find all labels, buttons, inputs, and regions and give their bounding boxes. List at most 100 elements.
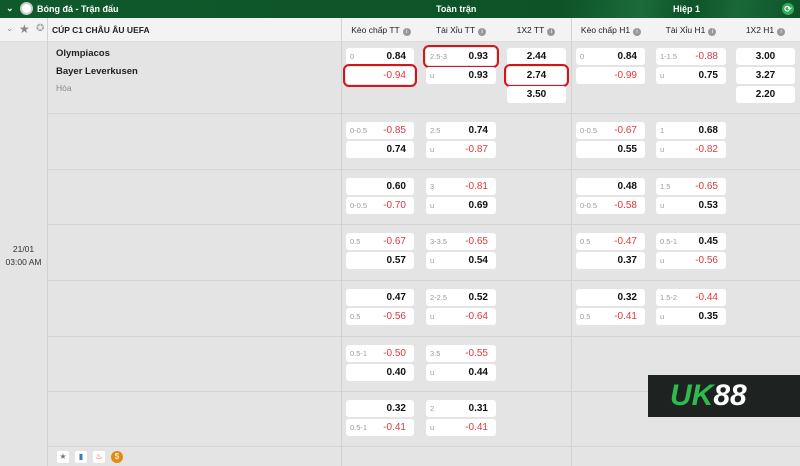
odds-cell-tx-h1[interactable]: 1 0.68 [656, 122, 726, 139]
coin-icon[interactable]: $ [111, 451, 123, 463]
collapse-chevron-icon[interactable]: ⌄ [6, 23, 14, 33]
odds-cell-tx-h1[interactable]: 1.5 -0.65 [656, 178, 726, 195]
col-header-handicap-h1[interactable]: Kèo chấp H1 i [571, 25, 651, 36]
odds-cell-kc-tt[interactable]: 0.32 [346, 400, 414, 417]
odds-value: 0.32 [617, 292, 637, 303]
football-icon [20, 2, 33, 15]
odds-cell-kc-h1[interactable]: 0-0.5 -0.67 [576, 122, 645, 139]
odds-value: -0.44 [695, 292, 718, 303]
col-header-1x2-ft[interactable]: 1X2 TT i [501, 25, 571, 36]
odds-cell-kc-tt[interactable]: 0.60 [346, 178, 414, 195]
odds-cell-tx-tt[interactable]: u 0.54 [426, 252, 496, 269]
odds-cell-tx-tt[interactable]: 3-3.5 -0.65 [426, 233, 496, 250]
odds-value: -0.82 [695, 144, 718, 155]
odds-cell-kc-tt[interactable]: 0.74 [346, 141, 414, 158]
odds-cell-kc-h1[interactable]: -0.99 [576, 67, 645, 84]
odds-cell-tx-tt[interactable]: 2.5 0.74 [426, 122, 496, 139]
col-header-overunder-h1[interactable]: Tài Xỉu H1 i [651, 25, 731, 36]
odds-cell-kc-tt[interactable]: 0.5 -0.67 [346, 233, 414, 250]
info-icon[interactable]: i [708, 28, 717, 36]
odds-cell-tx-tt[interactable]: 2.5-3 0.93 [423, 45, 499, 68]
odds-value: -0.87 [465, 144, 488, 155]
odds-cell-tx-tt[interactable]: 2-2.5 0.52 [426, 289, 496, 306]
handicap-line: u [430, 71, 435, 80]
handicap-line: u [660, 312, 665, 321]
handicap-line: u [430, 145, 435, 154]
odds-cell-tx-tt[interactable]: u 0.44 [426, 364, 496, 381]
info-icon[interactable]: i [777, 28, 786, 36]
odds-cell-kc-h1[interactable]: 0.32 [576, 289, 645, 306]
odds-cell-x12-h1[interactable]: 3.00 [736, 48, 795, 65]
odds-cell-tx-h1[interactable]: 1-1.5 -0.88 [656, 48, 726, 65]
odds-cell-tx-tt[interactable]: 2 0.31 [426, 400, 496, 417]
odds-cell-tx-h1[interactable]: u -0.82 [656, 141, 726, 158]
odds-cell-x12-tt[interactable]: 2.74 [504, 64, 569, 87]
fire-icon[interactable]: ♨ [93, 451, 105, 463]
match-odds-row [47, 225, 800, 281]
odds-cell-x12-tt[interactable]: 2.44 [507, 48, 566, 65]
draw-label: Hòa [56, 83, 72, 93]
col-label: Kèo chấp TT [351, 25, 400, 35]
odds-value: 0.74 [468, 125, 488, 136]
odds-value: 3.00 [755, 51, 776, 62]
handicap-line: 0 [580, 52, 585, 61]
odds-cell-tx-h1[interactable]: 0.5-1 0.45 [656, 233, 726, 250]
odds-cell-tx-tt[interactable]: 3.5 -0.55 [426, 345, 496, 362]
odds-cell-kc-tt[interactable]: 0.47 [346, 289, 414, 306]
odds-cell-kc-tt[interactable]: 0-0.5 -0.85 [346, 122, 414, 139]
odds-cell-tx-h1[interactable]: u 0.35 [656, 308, 726, 325]
odds-cell-tx-h1[interactable]: 1.5-2 -0.44 [656, 289, 726, 306]
refresh-icon[interactable]: ⟳ [782, 3, 794, 15]
odds-value: 0.60 [386, 181, 406, 192]
odds-cell-tx-tt[interactable]: u -0.87 [426, 141, 496, 158]
odds-value: 0.47 [386, 292, 406, 303]
odds-cell-kc-h1[interactable]: 0.5 -0.47 [576, 233, 645, 250]
col-label: Kèo chấp H1 [580, 25, 631, 35]
database-icon[interactable]: ▮ [75, 451, 87, 463]
handicap-line: 2.5 [430, 126, 441, 135]
odds-value: 2.44 [526, 51, 547, 62]
match-time: 03:00 AM [5, 257, 42, 267]
odds-cell-kc-tt[interactable]: 0.5-1 -0.41 [346, 419, 414, 436]
odds-cell-kc-h1[interactable]: 0 0.84 [576, 48, 645, 65]
odds-cell-kc-h1[interactable]: 0-0.5 -0.58 [576, 197, 645, 214]
handicap-line: u [660, 145, 665, 154]
info-icon[interactable]: i [547, 28, 556, 36]
info-icon[interactable]: i [478, 28, 487, 36]
favorite-star-icon[interactable]: ★ [19, 22, 30, 36]
odds-cell-tx-tt[interactable]: u 0.93 [426, 67, 496, 84]
odds-cell-tx-h1[interactable]: u -0.56 [656, 252, 726, 269]
col-header-1x2-h1[interactable]: 1X2 H1 i [731, 25, 800, 36]
match-date: 21/01 [12, 244, 35, 254]
odds-cell-kc-h1[interactable]: 0.37 [576, 252, 645, 269]
odds-cell-kc-h1[interactable]: 0.55 [576, 141, 645, 158]
odds-cell-kc-h1[interactable]: 0.5 -0.41 [576, 308, 645, 325]
handicap-line: 0.5-1 [660, 237, 678, 246]
odds-cell-tx-tt[interactable]: u -0.64 [426, 308, 496, 325]
odds-cell-tx-tt[interactable]: u 0.69 [426, 197, 496, 214]
odds-cell-x12-tt[interactable]: 3.50 [507, 86, 566, 103]
odds-cell-kc-tt[interactable]: -0.94 [343, 64, 417, 87]
odds-cell-tx-h1[interactable]: u 0.53 [656, 197, 726, 214]
info-icon[interactable]: i [633, 28, 642, 36]
odds-cell-x12-h1[interactable]: 2.20 [736, 86, 795, 103]
odds-cell-tx-tt[interactable]: u -0.41 [426, 419, 496, 436]
star-icon[interactable]: ★ [57, 451, 69, 463]
odds-cell-kc-tt[interactable]: 0.5 -0.56 [346, 308, 414, 325]
col-header-handicap-ft[interactable]: Kèo chấp TT i [341, 25, 421, 36]
collapse-chevron-icon[interactable]: ⌄ [6, 3, 14, 13]
odds-cell-x12-h1[interactable]: 3.27 [736, 67, 795, 84]
odds-cell-tx-tt[interactable]: 3 -0.81 [426, 178, 496, 195]
odds-cell-kc-tt[interactable]: 0 0.84 [346, 48, 414, 65]
odds-cell-tx-h1[interactable]: u 0.75 [656, 67, 726, 84]
handicap-line: 0 [350, 52, 355, 61]
odds-cell-kc-tt[interactable]: 0.57 [346, 252, 414, 269]
odds-cell-kc-h1[interactable]: 0.48 [576, 178, 645, 195]
info-icon[interactable]: i [402, 28, 411, 36]
odds-cell-kc-tt[interactable]: 0.5-1 -0.50 [346, 345, 414, 362]
col-header-overunder-ft[interactable]: Tài Xỉu TT i [421, 25, 501, 36]
odds-cell-kc-tt[interactable]: 0.40 [346, 364, 414, 381]
odds-value: 0.53 [698, 200, 718, 211]
full-match-header: Toàn trận [436, 4, 477, 14]
odds-cell-kc-tt[interactable]: 0-0.5 -0.70 [346, 197, 414, 214]
